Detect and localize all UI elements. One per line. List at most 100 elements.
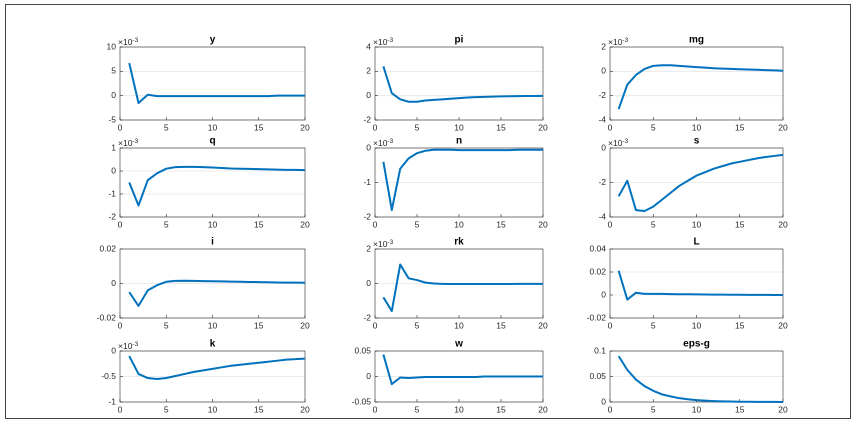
x-tick-label: 10 (454, 122, 464, 132)
y-tick-label: 0.02 (589, 266, 606, 276)
x-tick-label: 15 (735, 219, 745, 229)
x-tick-label: 20 (538, 122, 548, 132)
axes-box (119, 350, 306, 403)
plot-area (120, 148, 305, 217)
x-tick-label: 5 (415, 122, 420, 132)
chart-title: mg (689, 35, 704, 46)
x-tick-label: 5 (164, 404, 169, 414)
chart-title: n (456, 136, 462, 147)
axis-exponent: ×10-3 (118, 341, 139, 352)
x-tick-label: 5 (415, 219, 420, 229)
chart-title: i (211, 237, 214, 248)
y-tick-label: 4 (366, 41, 371, 51)
y-tick-label: -4 (598, 114, 606, 124)
plot-area (375, 47, 543, 120)
chart-title: eps-g (683, 339, 710, 350)
x-tick-label: 5 (651, 404, 656, 414)
x-tick-label: 20 (538, 320, 548, 330)
y-tick-label: 0 (601, 66, 606, 76)
y-tick-label: -0.02 (587, 312, 607, 322)
x-tick-label: 10 (692, 320, 702, 330)
axes-box (374, 46, 544, 121)
x-tick-label: 0 (118, 320, 123, 330)
x-tick-label: 0 (118, 122, 123, 132)
x-tick-label: 10 (454, 219, 464, 229)
x-tick-label: 15 (496, 122, 506, 132)
x-tick-label: 0 (608, 320, 613, 330)
y-tick-label: -2 (598, 177, 606, 187)
plot-area (610, 47, 783, 120)
y-tick-label: 1 (111, 142, 116, 152)
x-tick-label: 0 (373, 320, 378, 330)
x-tick-label: 15 (735, 404, 745, 414)
x-tick-label: 10 (208, 404, 218, 414)
exponent-power: -3 (387, 37, 393, 44)
exponent-base: ×10 (373, 239, 388, 249)
y-tick-label: 2 (601, 41, 606, 51)
axis-exponent: ×10-3 (118, 37, 139, 48)
x-tick-label: 15 (496, 320, 506, 330)
axis-exponent: ×10-3 (608, 37, 629, 48)
y-tick-label: -2 (108, 211, 116, 221)
x-tick-label: 15 (254, 320, 264, 330)
x-tick-label: 20 (778, 320, 788, 330)
y-tick-label: 0 (111, 90, 116, 100)
y-tick-label: 0 (601, 289, 606, 299)
x-tick-label: 5 (415, 404, 420, 414)
series-line (382, 354, 543, 386)
y-tick-label: -0.5 (101, 371, 116, 381)
x-tick-label: 0 (608, 404, 613, 414)
series-line (382, 66, 544, 103)
y-tick-label: -1 (108, 396, 116, 406)
y-tick-label: -1 (108, 188, 116, 198)
axes-box (119, 46, 306, 121)
y-tick-label: 2 (366, 66, 371, 76)
x-tick-label: 20 (300, 122, 310, 132)
exponent-base: ×10 (373, 37, 388, 47)
chart-title: pi (455, 35, 464, 46)
y-tick-label: -2 (598, 90, 606, 100)
y-tick-label: 0 (366, 142, 371, 152)
x-tick-label: 20 (538, 404, 548, 414)
exponent-power: -3 (387, 138, 393, 145)
chart-title: q (209, 136, 215, 147)
x-tick-label: 10 (692, 122, 702, 132)
exponent-base: ×10 (608, 37, 623, 47)
x-tick-label: 10 (454, 320, 464, 330)
y-tick-label: 10 (107, 41, 117, 51)
y-tick-label: -2 (363, 211, 371, 221)
chart-title: s (694, 136, 700, 147)
chart-title: k (210, 339, 216, 350)
y-tick-label: -1 (363, 177, 371, 187)
axes-box (119, 147, 306, 218)
y-tick-label: 0.1 (594, 345, 606, 355)
y-tick-label: 0 (601, 142, 606, 152)
axis-exponent: ×10-3 (373, 37, 394, 48)
x-tick-label: 10 (208, 122, 218, 132)
y-tick-label: 0.02 (99, 243, 116, 253)
series-line (617, 64, 784, 110)
chart-title: L (693, 237, 699, 248)
x-tick-label: 0 (118, 404, 123, 414)
x-tick-label: 5 (651, 219, 656, 229)
y-tick-label: -2 (363, 114, 371, 124)
x-tick-label: 0 (118, 219, 123, 229)
x-tick-label: 20 (538, 219, 548, 229)
x-tick-label: 15 (735, 320, 745, 330)
axis-exponent: ×10-3 (373, 239, 394, 250)
exponent-base: ×10 (118, 341, 133, 351)
x-tick-label: 15 (735, 122, 745, 132)
y-tick-label: 0.05 (354, 345, 371, 355)
x-tick-label: 0 (373, 219, 378, 229)
axes-box (609, 350, 784, 403)
series-line (617, 153, 784, 212)
chart-title: rk (454, 237, 464, 248)
x-tick-label: 5 (164, 320, 169, 330)
x-tick-label: 0 (608, 219, 613, 229)
y-tick-label: 0.04 (589, 243, 606, 253)
x-tick-label: 10 (692, 219, 702, 229)
plot-area (610, 249, 783, 318)
x-tick-label: 15 (496, 219, 506, 229)
exponent-base: ×10 (373, 138, 388, 148)
